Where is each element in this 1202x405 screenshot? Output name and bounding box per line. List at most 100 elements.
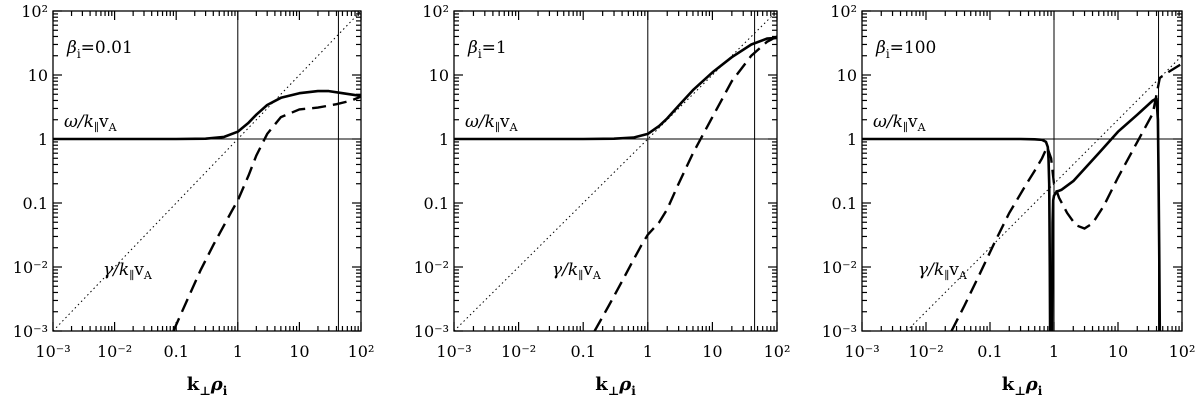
beta-value: =100: [890, 38, 937, 58]
x-tick-label: 10⁻²: [97, 342, 132, 361]
plot-frame: [52, 10, 362, 332]
x-tick-label: 0.1: [570, 342, 595, 361]
y-tick-label: 10⁻²: [414, 258, 449, 277]
dotted-reference-line-3: [906, 55, 1182, 331]
beta-annotation: βi=100: [875, 38, 936, 61]
x-tick-label: 1: [643, 342, 653, 361]
dotted-reference-line-2: [53, 11, 361, 331]
x-tick-label: 10⁻³: [844, 342, 879, 361]
plot-area: [53, 11, 361, 331]
x-tick-label: 10²: [764, 342, 791, 361]
chart-panel-3: 10⁻³ 10⁻² 0.1 1 10 10²10⁻³10⁻²0.111010²βi=100…: [822, 2, 1196, 398]
x-tick-label: 1: [1049, 342, 1059, 361]
gamma-curve-1: [593, 35, 777, 331]
omega-sub2: A: [108, 121, 118, 134]
plot-area: [862, 11, 1182, 331]
y-tick-label: 10⁻³: [13, 322, 48, 341]
x-tick-label: 10⁻³: [436, 342, 471, 361]
omega-symbol: ω/k: [64, 112, 94, 132]
gamma-rest: v: [948, 260, 959, 280]
y-tick-label: 10⁻³: [822, 322, 857, 341]
omega-curve-0: [454, 36, 777, 141]
y-tick-label: 10: [837, 66, 857, 85]
gamma-annotation: γ/k∥vA: [552, 260, 602, 282]
plot-frame: [453, 10, 778, 332]
y-tick-label: 0.1: [832, 194, 857, 213]
y-tick-label: 10²: [422, 2, 449, 21]
gamma-sub: ∥: [129, 269, 134, 282]
beta-annotation: βi=0.01: [66, 38, 133, 61]
x-tick-label: 10⁻²: [908, 342, 943, 361]
x-tick-label: 10²: [1169, 342, 1196, 361]
xlabel-k: k: [595, 374, 608, 395]
xlabel-k: k: [1002, 374, 1015, 395]
beta-value: =1: [482, 38, 507, 58]
x-tick-label: 10²: [348, 342, 375, 361]
beta-subscript: i: [886, 47, 890, 61]
omega-curve-1: [1050, 97, 1162, 331]
x-tick-label: 0.1: [163, 342, 188, 361]
omega-curve-0: [53, 89, 361, 141]
chart-panel-2: 10⁻³ 10⁻² 0.1 1 10 10²10⁻³10⁻²0.111010²βi=1ω/…: [414, 2, 791, 398]
omega-sub: ∥: [495, 121, 500, 134]
omega-annotation: ω/k∥vA: [64, 112, 118, 134]
beta-symbol: β: [467, 38, 478, 58]
beta-subscript: i: [478, 47, 482, 61]
gamma-rest: v: [133, 260, 144, 280]
gamma-curve-1: [172, 95, 361, 331]
xlabel-k: k: [187, 374, 200, 395]
y-tick-label: 1: [439, 130, 449, 149]
y-tick-label: 0.1: [23, 194, 48, 213]
omega-curve-0: [862, 137, 1052, 331]
gamma-symbol: γ/k: [552, 260, 578, 280]
x-tick-label: 10: [1108, 342, 1128, 361]
omega-rest: v: [499, 112, 510, 132]
dotted-reference-line-2: [454, 11, 777, 331]
gamma-sub: ∥: [944, 269, 949, 282]
omega-rest: v: [98, 112, 109, 132]
y-tick-label: 10: [28, 66, 48, 85]
x-axis-label: k⊥ρi: [595, 374, 636, 398]
y-tick-label: 0.1: [424, 194, 449, 213]
xlabel-rho: ρ: [210, 374, 224, 395]
xlabel-sub: ⊥: [199, 384, 211, 398]
xlabel-sub: ⊥: [1014, 384, 1026, 398]
y-tick-label: 10: [429, 66, 449, 85]
xlabel-rho: ρ: [1025, 374, 1039, 395]
plot-frame: [861, 10, 1183, 332]
omega-sub2: A: [509, 121, 519, 134]
y-tick-label: 1: [847, 130, 857, 149]
x-axis-label: k⊥ρi: [1002, 374, 1043, 398]
gamma-sub2: A: [958, 269, 968, 282]
y-tick-label: 1: [38, 130, 48, 149]
omega-sub: ∥: [94, 121, 99, 134]
xlabel-sub2: i: [223, 384, 228, 398]
gamma-sub: ∥: [578, 269, 583, 282]
gamma-annotation: γ/k∥vA: [918, 260, 968, 282]
gamma-rest: v: [582, 260, 593, 280]
plot-area: [454, 11, 777, 331]
beta-value: =0.01: [81, 38, 133, 58]
xlabel-sub2: i: [631, 384, 636, 398]
gamma-sub2: A: [143, 269, 153, 282]
omega-rest: v: [907, 112, 918, 132]
chart-panel-1: 10⁻³ 10⁻² 0.1 1 10 10²10⁻³10⁻²0.111010²βi=0.0…: [13, 2, 375, 398]
y-tick-label: 10²: [830, 2, 857, 21]
omega-symbol: ω/k: [873, 112, 903, 132]
beta-symbol: β: [875, 38, 886, 58]
omega-annotation: ω/k∥vA: [465, 112, 519, 134]
omega-annotation: ω/k∥vA: [873, 112, 927, 134]
x-tick-label: 0.1: [977, 342, 1002, 361]
beta-symbol: β: [66, 38, 77, 58]
gamma-symbol: γ/k: [103, 260, 129, 280]
omega-sub2: A: [917, 121, 927, 134]
omega-symbol: ω/k: [465, 112, 495, 132]
gamma-annotation: γ/k∥vA: [103, 260, 153, 282]
xlabel-sub: ⊥: [608, 384, 620, 398]
y-tick-label: 10⁻³: [414, 322, 449, 341]
xlabel-rho: ρ: [618, 374, 632, 395]
y-tick-label: 10⁻²: [13, 258, 48, 277]
y-tick-label: 10²: [21, 2, 48, 21]
x-tick-label: 10: [289, 342, 309, 361]
